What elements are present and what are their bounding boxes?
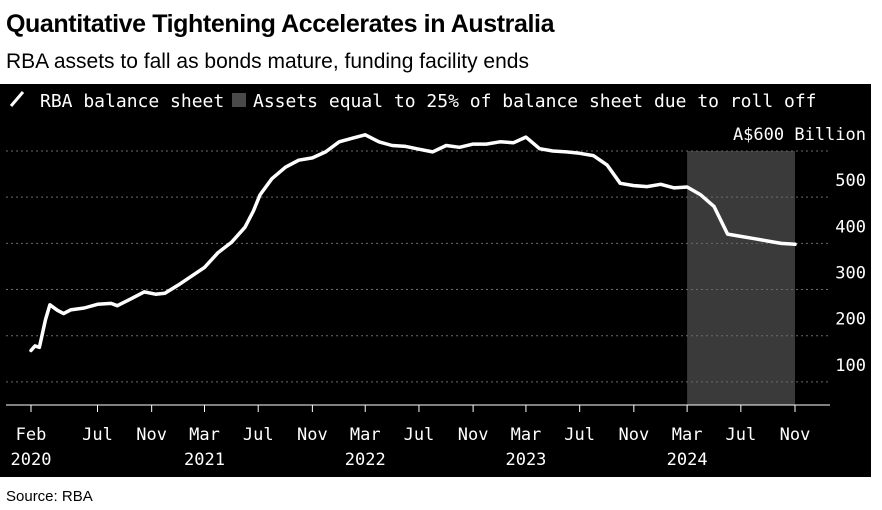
x-tick-label-2022-07: Jul (404, 425, 435, 445)
x-tick-label-2021-07: Jul (243, 425, 274, 445)
chart-subtitle: RBA assets to fall as bonds mature, fund… (6, 50, 529, 73)
x-tick-label-2024-11: Nov (780, 425, 811, 445)
chart-title: Quantitative Tightening Accelerates in A… (6, 10, 555, 38)
x-tick-label-2022-11: Nov (458, 425, 489, 445)
x-tick-label-2024-03: Mar (672, 425, 703, 445)
y-tick-label-200: 200 (835, 310, 866, 330)
x-year-label-2023: 2023 (505, 450, 546, 470)
y-tick-label-600: A$600 Billion (733, 125, 866, 145)
x-tick-label-2021-11: Nov (297, 425, 328, 445)
x-tick-label-2023-03: Mar (511, 425, 542, 445)
y-tick-label-300: 300 (835, 264, 866, 284)
x-tick-label-2020-11: Nov (136, 425, 167, 445)
chart-panel: RBA balance sheet Assets equal to 25% of… (0, 84, 871, 477)
x-year-label-2024: 2024 (667, 450, 708, 470)
x-tick-label-2021-03: Mar (189, 425, 220, 445)
legend-area-swatch (232, 93, 246, 107)
x-tick-label-2020-02: Feb (16, 425, 47, 445)
x-tick-label-2023-07: Jul (564, 425, 595, 445)
x-year-label-2022: 2022 (345, 450, 386, 470)
legend-label-roll-off: Assets equal to 25% of balance sheet due… (253, 91, 817, 112)
y-tick-label-400: 400 (835, 217, 866, 237)
balance-sheet-line (29, 133, 797, 353)
line-chart: RBA balance sheet Assets equal to 25% of… (6, 91, 866, 470)
x-year-label-2020: 2020 (11, 450, 52, 470)
x-tick-label-2023-11: Nov (618, 425, 649, 445)
x-tick-label-2022-03: Mar (350, 425, 381, 445)
x-year-label-2021: 2021 (184, 450, 225, 470)
legend: RBA balance sheet Assets equal to 25% of… (9, 91, 817, 112)
legend-line-swatch (9, 91, 25, 107)
x-tick-label-2024-07: Jul (725, 425, 756, 445)
roll-off-shaded-region (687, 151, 795, 405)
y-tick-label-100: 100 (835, 356, 866, 376)
y-tick-label-500: 500 (835, 171, 866, 191)
source-note: Source: RBA (6, 488, 93, 505)
x-tick-label-2020-07: Jul (82, 425, 113, 445)
legend-label-balance-sheet: RBA balance sheet (40, 91, 224, 112)
